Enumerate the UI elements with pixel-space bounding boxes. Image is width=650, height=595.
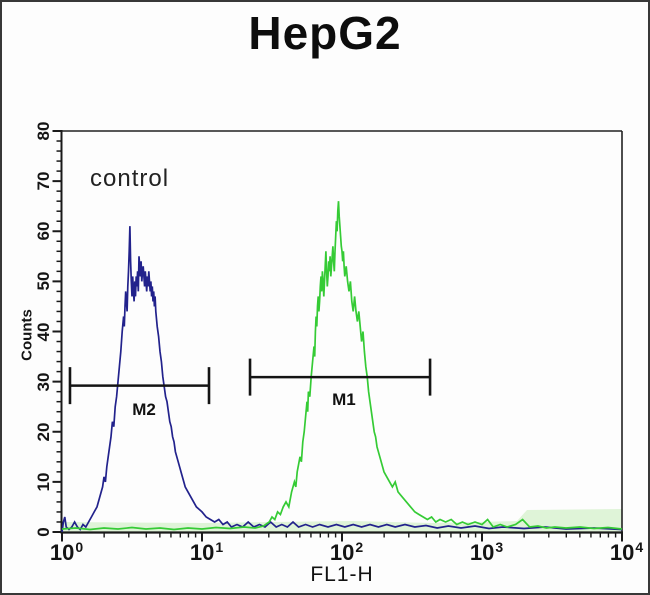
series-stained-trace: [61, 201, 623, 531]
y-axis-tick-label: 20: [34, 422, 53, 442]
x-axis-tick-label: 101: [189, 539, 224, 565]
marker-m2-label: M2: [132, 400, 156, 420]
y-axis-tick-label: 10: [34, 472, 53, 492]
y-axis-tick-label: 80: [34, 121, 53, 141]
x-axis-tick-label: 103: [469, 539, 504, 565]
x-axis-tick-label: 100: [49, 539, 84, 565]
y-axis-tick-label: 40: [34, 322, 53, 341]
y-axis-tick-label: 30: [34, 372, 53, 392]
page-title: HepG2: [248, 7, 402, 59]
y-axis-tick-label: 60: [34, 221, 53, 241]
gate-M2-bracket: [68, 367, 211, 405]
x-axis-tick-label: 104: [609, 539, 644, 565]
control-annotation: control: [90, 165, 170, 192]
baseline-green-band: [62, 509, 622, 532]
series-control-trace: [61, 226, 623, 533]
x-axis-title: FL1-H: [310, 563, 374, 586]
marker-m1-label: M1: [332, 390, 356, 410]
gate-M1-bracket: [248, 358, 432, 396]
y-axis-tick-label: 70: [34, 171, 53, 191]
x-axis-tick-label: 102: [329, 539, 364, 565]
y-axis-tick-label: 0: [34, 527, 53, 537]
y-axis-tick-label: 50: [34, 271, 53, 291]
y-axis-title: Counts: [18, 308, 36, 361]
